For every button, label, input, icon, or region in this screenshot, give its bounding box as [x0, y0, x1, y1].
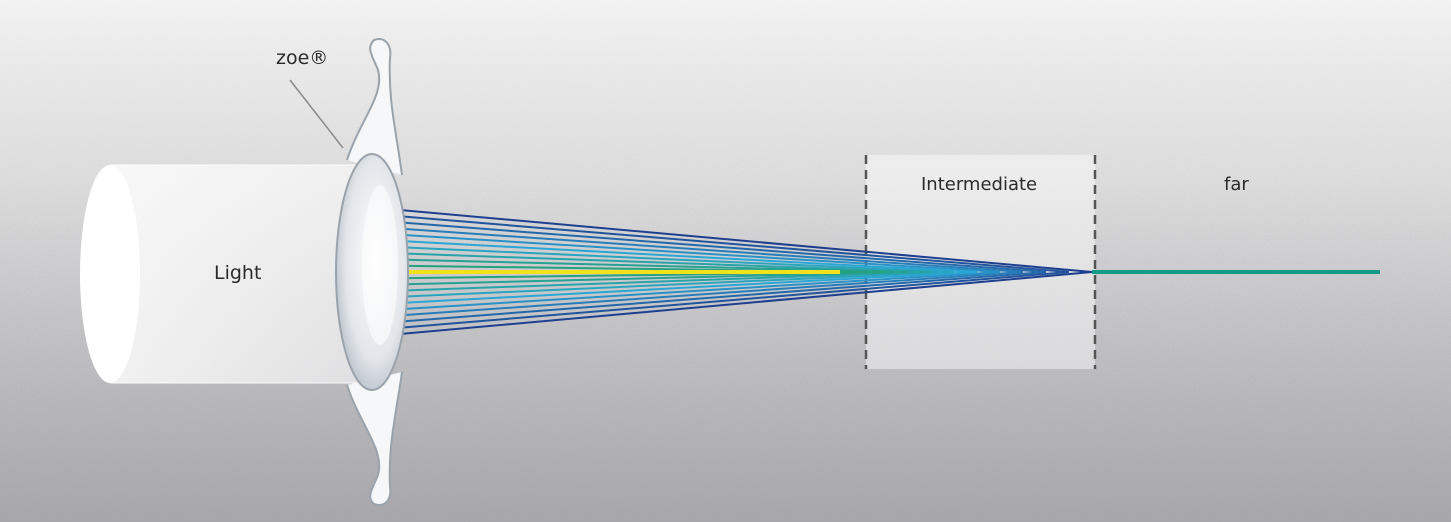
light-ray [399, 271, 1070, 329]
cylinder-end-face [80, 165, 140, 383]
light-ray [399, 240, 978, 273]
far-zone-label: far [1224, 174, 1249, 195]
intermediate-zone-label: Intermediate [921, 174, 1038, 195]
light-cylinder [80, 164, 360, 384]
light-ray [399, 246, 955, 273]
light-ray [399, 233, 1001, 273]
light-ray [399, 271, 1047, 323]
light-ray [399, 252, 932, 273]
light-ray [399, 215, 1070, 273]
lens-haptic-bottom [346, 371, 403, 506]
light-ray [399, 271, 978, 304]
light-ray [399, 227, 1024, 273]
lens-haptic-top [346, 38, 403, 176]
light-ray [399, 271, 909, 286]
light-ray [399, 271, 955, 298]
light-rays [399, 209, 1093, 335]
light-ray [399, 271, 1024, 317]
light-ray [399, 258, 909, 273]
zoe-lens [335, 38, 409, 506]
light-ray [399, 271, 932, 292]
light-ray [399, 271, 1001, 311]
light-label: Light [214, 262, 262, 284]
light-ray [399, 221, 1047, 273]
lens-label: zoe® [276, 47, 329, 69]
light-ray [399, 271, 1093, 335]
light-ray [399, 209, 1093, 273]
lens-pointer-line [289, 79, 344, 149]
